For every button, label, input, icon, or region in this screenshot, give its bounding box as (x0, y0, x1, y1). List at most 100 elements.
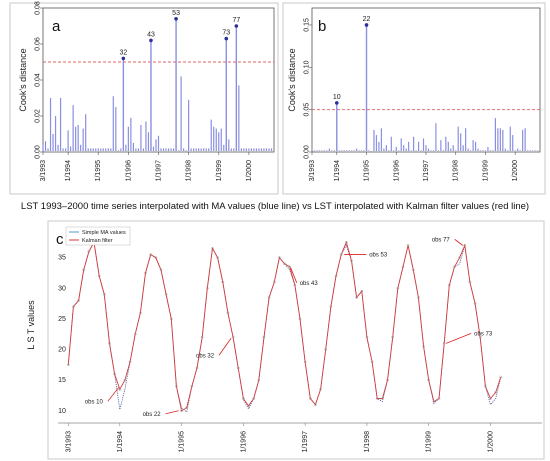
series-marker (360, 289, 364, 293)
y-tick-label: 0.05 (304, 103, 311, 117)
outlier-point (224, 36, 229, 41)
x-tick-label: 1/1997 (302, 431, 309, 453)
panel-c-chart: LST 1993–2000 time series interpolated w… (21, 201, 545, 460)
series-marker (396, 286, 400, 290)
x-tick-label: 1/2000 (488, 431, 495, 453)
annotation-label: obs 77 (432, 237, 451, 243)
series-marker (247, 404, 250, 408)
y-tick-label: 35 (58, 255, 66, 262)
outlier-label: 43 (147, 31, 155, 38)
series-marker (447, 283, 451, 287)
series-marker (211, 247, 214, 250)
y-tick-label: 0.00 (35, 145, 42, 159)
annotation-arrow (454, 239, 464, 246)
series-marker (283, 262, 286, 266)
series-marker (365, 335, 369, 339)
series-marker (242, 397, 245, 400)
outlier-label: 10 (333, 94, 341, 101)
series-marker (494, 391, 498, 394)
legend-label-ma: Simple MA values (82, 230, 126, 236)
series-marker (226, 311, 230, 315)
y-axis-label: Cook's distance (18, 48, 28, 111)
series-marker (319, 387, 322, 391)
panel-frame (47, 220, 545, 460)
series-marker (108, 342, 111, 345)
series-marker (185, 406, 189, 410)
y-tick-label: 0.10 (304, 60, 311, 74)
outlier-label: 32 (119, 49, 127, 56)
x-tick-label: 1/1998 (453, 160, 460, 182)
panel-letter: c (56, 231, 64, 248)
x-tick-label: 1/1996 (240, 431, 247, 453)
chart-title: LST 1993–2000 time series interpolated w… (21, 201, 529, 212)
series-marker (144, 271, 147, 275)
series-marker (391, 335, 395, 339)
series-marker (411, 268, 415, 272)
series-marker (278, 256, 281, 259)
outlier-point (149, 38, 153, 43)
series-marker (499, 375, 503, 379)
x-tick-label: 1/1995 (364, 160, 371, 182)
series-marker (236, 366, 240, 370)
series-marker (195, 366, 199, 370)
y-tick-label: 25 (58, 316, 66, 323)
y-tick-label: 0.15 (304, 18, 311, 32)
x-tick-label: 3/1993 (65, 431, 72, 453)
annotation-label: obs 32 (196, 353, 215, 359)
panel-b-chart: 0.00 0.05 0.10 0.15 Cook's distance 3/1993 1/1… (282, 2, 546, 195)
series-marker (293, 283, 297, 287)
y-tick-label: 0.04 (35, 73, 42, 87)
series-marker (308, 397, 312, 400)
series-marker (159, 268, 163, 272)
annotation-arrow (218, 338, 232, 356)
series-marker (205, 286, 209, 290)
series-marker (66, 363, 70, 367)
series-marker (458, 256, 461, 259)
outlier-point (364, 23, 369, 27)
series-marker (344, 240, 348, 244)
series-marker (489, 397, 492, 400)
x-tick-label: 1/1997 (423, 160, 430, 182)
x-tick-label: 3/1993 (309, 160, 316, 182)
annotation-arrow (446, 333, 472, 344)
annotation-label: obs 10 (85, 399, 104, 405)
x-tick-label: 1/1996 (125, 160, 132, 182)
x-tick-label: 1/1999 (426, 431, 433, 453)
annotation-label: obs 53 (369, 253, 388, 259)
outlier-label: 22 (363, 16, 371, 23)
series-marker (102, 293, 106, 296)
series-marker (82, 268, 86, 272)
series-marker (350, 259, 353, 263)
series-marker (180, 409, 183, 413)
series-marker (401, 265, 405, 269)
x-tick-label: 1/1999 (216, 160, 223, 182)
series-line-ma (67, 241, 502, 413)
panel-frame (9, 2, 279, 195)
series-marker (314, 403, 317, 406)
series-marker (267, 296, 271, 299)
y-tick-label: 10 (58, 408, 66, 415)
series-marker (133, 332, 137, 336)
series-marker (97, 274, 101, 278)
series-marker (329, 305, 333, 308)
outlier-label: 77 (232, 17, 240, 24)
y-tick-label: 0.02 (35, 109, 42, 123)
series-marker (334, 274, 338, 278)
series-marker (77, 299, 80, 302)
series-marker (113, 372, 116, 376)
x-tick-label: 1/2000 (246, 160, 253, 182)
outlier-label: 53 (172, 10, 180, 17)
series-marker (169, 317, 173, 321)
series-marker (288, 265, 292, 269)
series-marker (422, 345, 425, 348)
series-marker (216, 256, 219, 259)
series-marker (427, 378, 431, 382)
series-marker (298, 317, 302, 321)
series-marker (417, 296, 420, 299)
annotation-arrow (290, 267, 298, 283)
series-marker (257, 378, 261, 382)
series-marker (200, 335, 204, 339)
series-marker (118, 387, 122, 391)
series-marker (123, 378, 127, 382)
annotation-label: obs 73 (474, 331, 493, 337)
